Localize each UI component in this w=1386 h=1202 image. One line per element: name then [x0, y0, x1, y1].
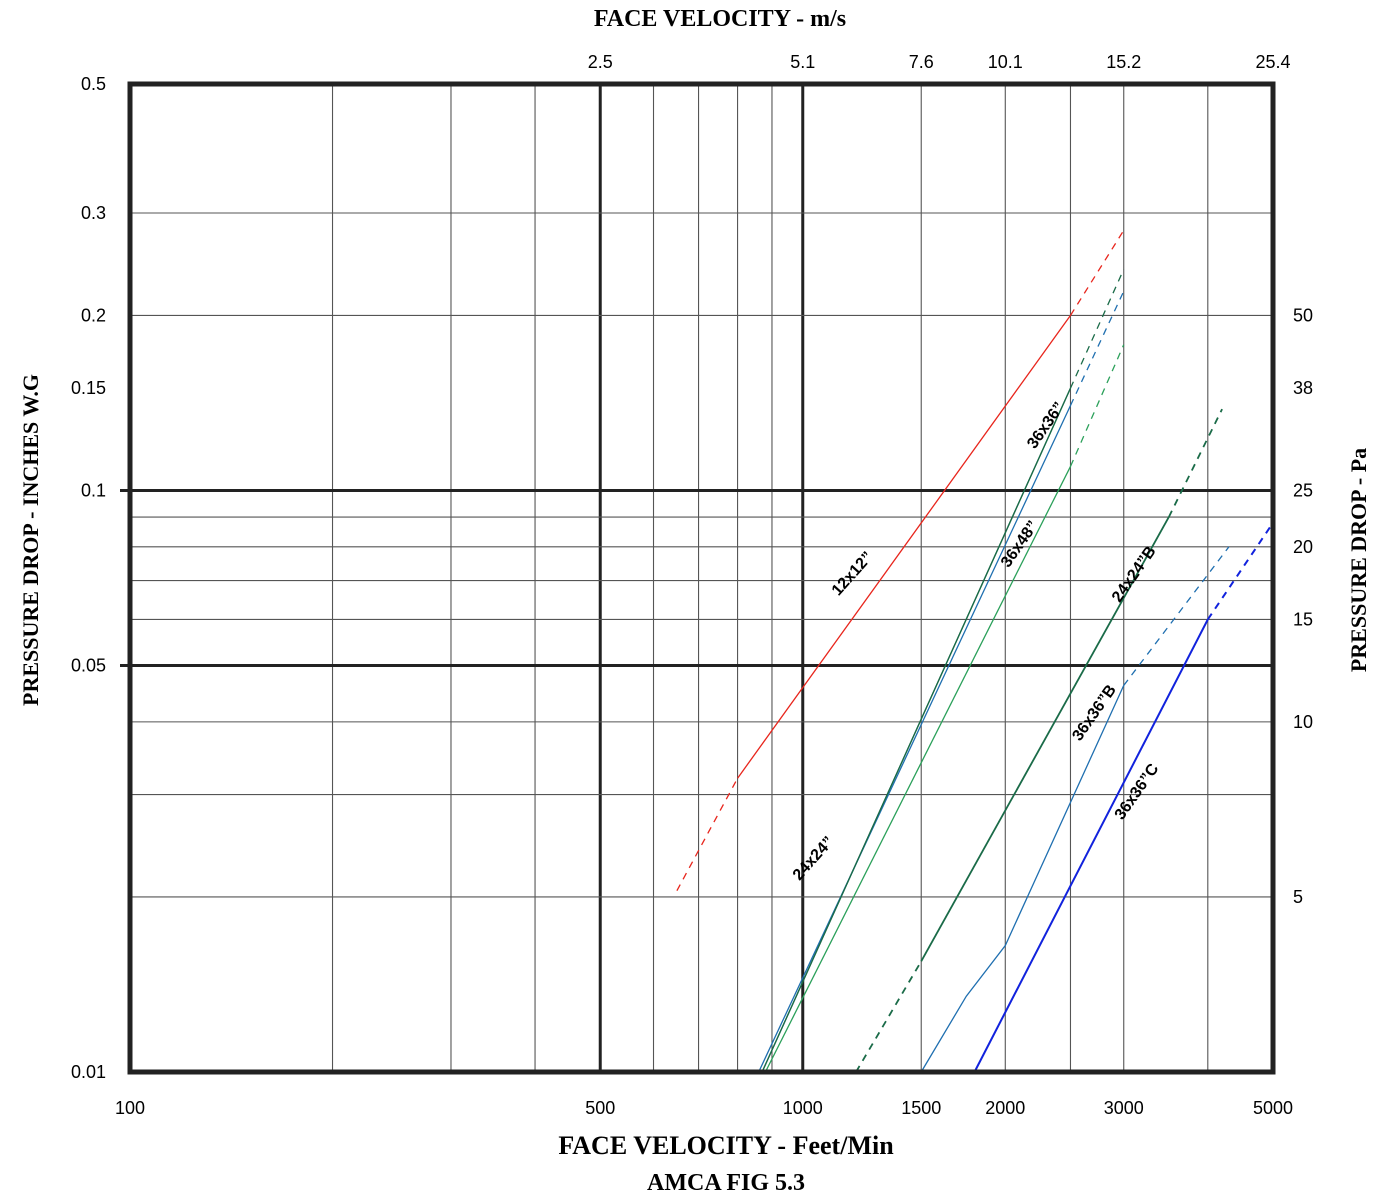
grid-lines [120, 84, 1273, 1072]
series-label: 24x24”B [1109, 543, 1160, 605]
x-top-tick-label: 25.4 [1255, 52, 1290, 72]
series-label: 36x48” [998, 518, 1042, 571]
y-left-tick-label: 0.01 [71, 1062, 106, 1082]
figure-caption: AMCA FIG 5.3 [647, 1170, 805, 1196]
x-top-tick-label: 10.1 [988, 52, 1023, 72]
x-top-tick-label: 15.2 [1106, 52, 1141, 72]
left-axis-title: PRESSURE DROP - INCHES W.G [18, 374, 43, 706]
y-right-tick-label: 5 [1293, 887, 1303, 907]
series-line [921, 686, 1123, 1073]
y-left-tick-label: 0.05 [71, 656, 106, 676]
series-label: 24x24” [790, 833, 838, 883]
x-tick-label: 500 [585, 1098, 615, 1118]
series-line-dashed [856, 961, 921, 1072]
y-left-tick-label: 0.5 [81, 74, 106, 94]
series-label: 36x36”B [1069, 682, 1120, 744]
series-line-dashed [1071, 345, 1124, 467]
y-right-tick-label: 15 [1293, 609, 1313, 629]
y-right-tick-label: 10 [1293, 712, 1313, 732]
series-label: 12x12” [829, 549, 877, 599]
y-left-tick-label: 0.3 [81, 203, 106, 223]
x-tick-label: 1000 [783, 1098, 823, 1118]
plot-frame [130, 84, 1273, 1072]
x-tick-label: 2000 [985, 1098, 1025, 1118]
x-axis-title: FACE VELOCITY - Feet/Min [558, 1131, 894, 1160]
top-axis-title: FACE VELOCITY - m/s [594, 6, 846, 32]
x-tick-label: 5000 [1253, 1098, 1293, 1118]
y-right-tick-label: 20 [1293, 537, 1313, 557]
y-right-tick-label: 25 [1293, 480, 1313, 500]
y-right-tick-label: 50 [1293, 305, 1313, 325]
y-right-tick-label: 38 [1293, 378, 1313, 398]
right-axis-title: PRESSURE DROP - Pa [1346, 448, 1371, 672]
series-line-dashed [1071, 230, 1124, 315]
series-labels: 12x12”24x24”36x36”36x48” 24x24”B36x36”B36… [790, 399, 1163, 884]
series-lines [677, 230, 1273, 1072]
y-left-tick-label: 0.15 [71, 378, 106, 398]
x-tick-label: 1500 [901, 1098, 941, 1118]
series-line [759, 406, 1071, 1073]
x-top-tick-label: 7.6 [909, 52, 934, 72]
series-line [975, 620, 1208, 1073]
series-line-dashed [1208, 523, 1273, 620]
series-line-dashed [1071, 269, 1124, 388]
x-tick-label: 100 [115, 1098, 145, 1118]
x-top-tick-label: 2.5 [588, 52, 613, 72]
x-top-tick-label: 5.1 [790, 52, 815, 72]
y-left-tick-label: 0.1 [81, 480, 106, 500]
y-left-tick-label: 0.2 [81, 305, 106, 325]
series-line [765, 466, 1070, 1072]
x-tick-label: 3000 [1104, 1098, 1144, 1118]
series-line-dashed [1169, 409, 1222, 517]
series-line-dashed [1071, 291, 1124, 405]
